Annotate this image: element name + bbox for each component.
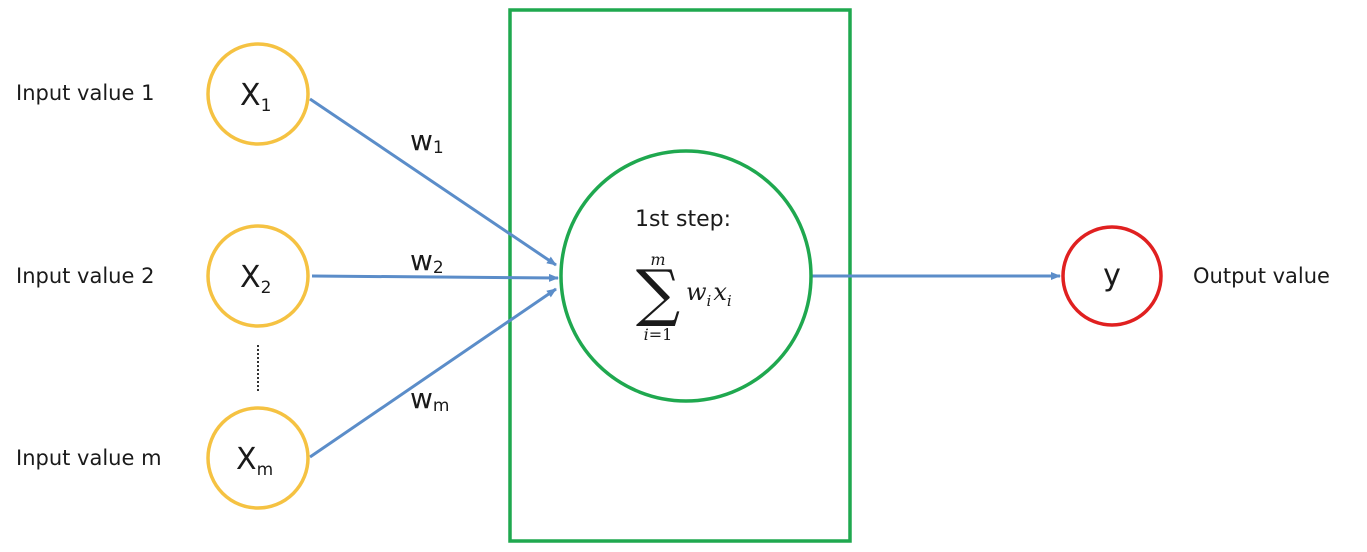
input-node-label-1: X1 <box>240 78 271 116</box>
output-node <box>1061 225 1163 327</box>
weight-label-2: w2 <box>410 244 444 278</box>
sum-lower-limit: i=1 <box>644 325 673 344</box>
input-node-m <box>206 406 310 510</box>
neuron-circle <box>559 149 813 403</box>
weight-label-1: w1 <box>410 124 444 158</box>
input-node-label-2: X2 <box>240 260 271 298</box>
input-node-1 <box>206 42 310 146</box>
input-label-1: Input value 1 <box>16 81 154 105</box>
step-label: 1st step: <box>635 207 731 232</box>
edge-input-2 <box>311 273 559 282</box>
input-node-2 <box>206 224 310 328</box>
sum-upper-limit: m <box>650 250 665 269</box>
sum-sigma: ∑ <box>636 256 680 329</box>
edge-input-1 <box>309 97 557 267</box>
input-label-m: Input value m <box>16 446 162 470</box>
output-node-label: y <box>1103 258 1121 293</box>
weight-label-m: wm <box>410 382 449 416</box>
edge-input-m <box>309 287 557 459</box>
input-label-2: Input value 2 <box>16 264 154 288</box>
sum-term: wixi <box>686 278 732 310</box>
input-node-label-m: Xm <box>236 442 273 480</box>
output-label: Output value <box>1193 264 1330 288</box>
